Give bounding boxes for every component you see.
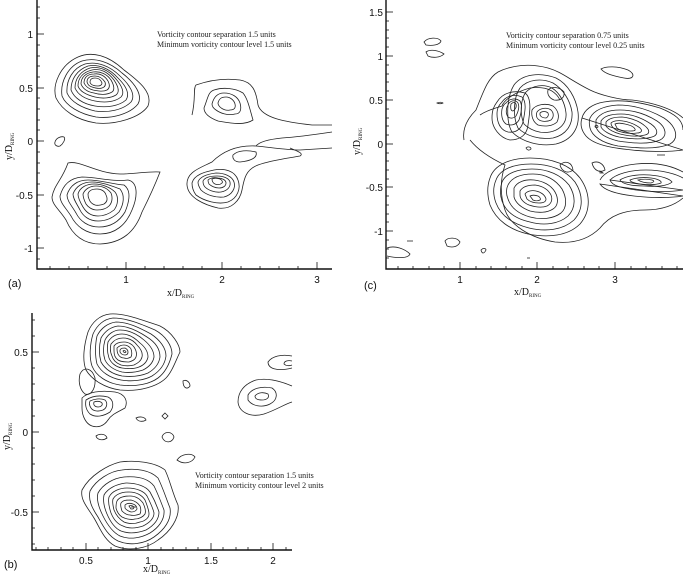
panel-b-annotation-separation: Vorticity contour separation 1.5 units	[195, 471, 314, 480]
panel-b-xtick: 2	[270, 556, 276, 567]
panel-a-x-ticks	[49, 262, 318, 269]
panel-a-xtick: 1	[123, 275, 129, 286]
panel-a-annotation-minimum: Minimum vorticity contour level 1.5 unit…	[157, 40, 292, 49]
panel-a-ylabel: y/DRING	[4, 132, 16, 160]
panel-b-xtick: 0.5	[79, 556, 93, 567]
panel-c-ytick: -1	[374, 227, 383, 238]
panel-c-ytick: 1	[377, 52, 383, 63]
panel-a-contours	[51, 53, 333, 245]
panel-a-ytick: -0.5	[16, 191, 34, 202]
panel-b-ylabel: y/DRING	[2, 422, 14, 450]
panel-c-ytick: 0.5	[369, 96, 383, 107]
panel-b-xtick: 1.5	[204, 556, 218, 567]
panel-a-label: (a)	[8, 278, 21, 290]
panel-a-ytick: 0.5	[19, 84, 33, 95]
panel-a-y-ticks	[37, 6, 44, 260]
panel-c-x-ticks	[397, 262, 678, 269]
panel-b-axes	[31, 313, 292, 551]
panel-b-ytick: 0	[22, 428, 28, 439]
panel-c-ytick: -0.5	[366, 183, 384, 194]
panel-c-xtick: 2	[534, 275, 540, 286]
panel-c-xtick: 1	[457, 275, 463, 286]
panel-c-annotation-minimum: Minimum vorticity contour level 0.25 uni…	[506, 41, 645, 50]
panel-a-ytick: 1	[27, 30, 33, 41]
panel-a-xlabel: x/DRING	[167, 288, 195, 300]
panel-b-xlabel: x/DRING	[143, 564, 171, 574]
panel-a-ytick: 0	[27, 137, 33, 148]
panel-b-ytick: 0.5	[14, 348, 28, 359]
panel-b-contours	[78, 313, 293, 550]
panel-a: 1 2 3 1 0.5 0 -0.5 -1 (a) x/DRING y/DRIN…	[4, 0, 333, 300]
panel-b-y-ticks	[32, 319, 39, 545]
panel-a-axes	[36, 0, 332, 270]
panel-a-annotation-separation: Vorticity contour separation 1.5 units	[157, 30, 276, 39]
panel-c-annotation-separation: Vorticity contour separation 0.75 units	[506, 31, 629, 40]
panel-c-xlabel: x/DRING	[514, 287, 542, 299]
panel-c-xtick: 3	[612, 275, 618, 286]
panel-c-ylabel: y/DRING	[352, 127, 364, 155]
panel-c-contours	[386, 37, 683, 259]
panel-b-ytick: -0.5	[11, 508, 29, 519]
panel-a-xtick: 3	[314, 275, 320, 286]
panel-b-x-ticks	[35, 543, 287, 550]
panel-c-label: (c)	[364, 280, 377, 292]
panel-c-ytick: 1.5	[369, 8, 383, 19]
panel-c: 1 2 3 1.5 1 0.5 0 -0.5 -1 (c) x/DRING y/…	[352, 0, 683, 299]
panel-c-y-ticks	[386, 11, 393, 259]
panel-b: 0.5 1 1.5 2 0.5 0 -0.5 (b) x/DRING y/DRI…	[2, 313, 324, 574]
panel-b-xtick: 1	[145, 556, 151, 567]
panel-a-ytick: -1	[24, 244, 33, 255]
panel-b-annotation-minimum: Minimum vorticity contour level 2 units	[195, 481, 324, 490]
panel-a-xtick: 2	[219, 275, 225, 286]
panel-c-ytick: 0	[377, 140, 383, 151]
panel-b-label: (b)	[4, 559, 17, 571]
